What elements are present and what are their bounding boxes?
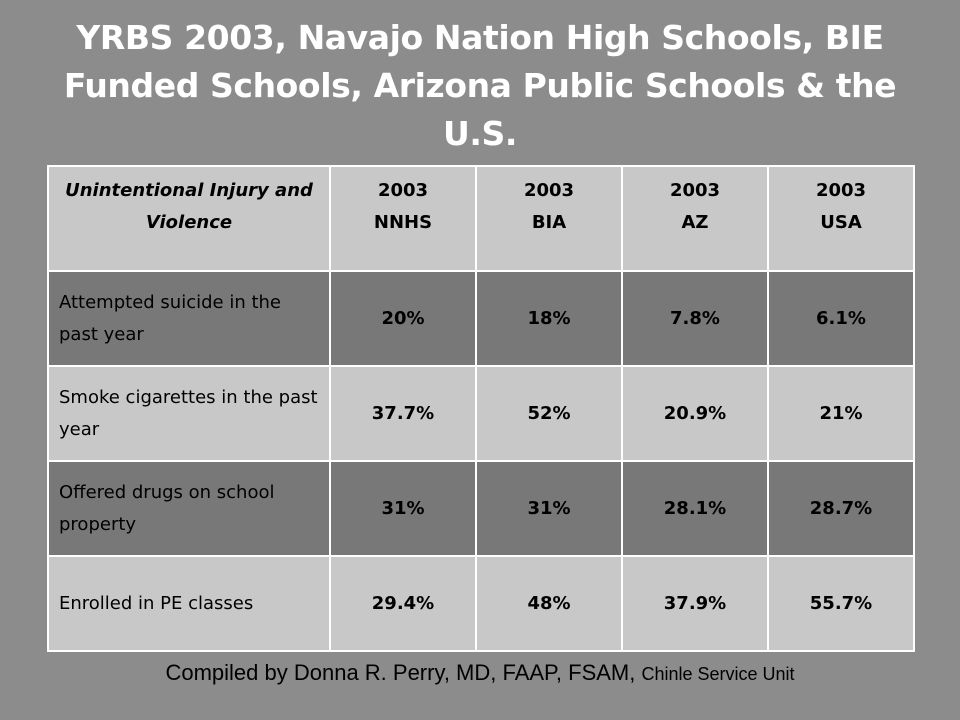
cell-value: 48% — [475, 555, 623, 652]
cell-value: 37.9% — [621, 555, 769, 652]
data-table-container: Unintentional Injury and Violence 2003 N… — [47, 165, 915, 652]
header-name: USA — [820, 212, 862, 233]
footer-author: Compiled by Donna R. Perry, MD, FAAP, FS… — [165, 660, 642, 685]
header-bia: 2003 BIA — [475, 165, 623, 272]
row-label: Attempted suicide in the past year — [47, 270, 331, 367]
footer-credit: Compiled by Donna R. Perry, MD, FAAP, FS… — [0, 660, 960, 686]
cell-value: 21% — [767, 365, 915, 462]
header-year: 2003 — [523, 180, 575, 201]
cell-value: 18% — [475, 270, 623, 367]
table-row: Attempted suicide in the past year 20% 1… — [47, 270, 915, 367]
header-name: AZ — [681, 212, 709, 233]
header-name: NNHS — [373, 212, 433, 233]
header-name: BIA — [531, 212, 567, 233]
cell-value: 6.1% — [767, 270, 915, 367]
header-year: 2003 — [377, 180, 429, 201]
table-row: Smoke cigarettes in the past year 37.7% … — [47, 365, 915, 462]
cell-value: 28.7% — [767, 460, 915, 557]
header-year: 2003 — [669, 180, 721, 201]
header-usa: 2003 USA — [767, 165, 915, 272]
header-nnhs: 2003 NNHS — [329, 165, 477, 272]
header-az: 2003 AZ — [621, 165, 769, 272]
cell-value: 7.8% — [621, 270, 769, 367]
row-label: Enrolled in PE classes — [47, 555, 331, 652]
row-label: Offered drugs on school property — [47, 460, 331, 557]
table-header-row: Unintentional Injury and Violence 2003 N… — [47, 165, 915, 272]
cell-value: 55.7% — [767, 555, 915, 652]
data-table: Unintentional Injury and Violence 2003 N… — [47, 165, 915, 652]
table-row: Offered drugs on school property 31% 31%… — [47, 460, 915, 557]
table-row: Enrolled in PE classes 29.4% 48% 37.9% 5… — [47, 555, 915, 652]
row-label: Smoke cigarettes in the past year — [47, 365, 331, 462]
cell-value: 31% — [475, 460, 623, 557]
cell-value: 20% — [329, 270, 477, 367]
footer-unit: Chinle Service Unit — [641, 664, 795, 684]
header-category: Unintentional Injury and Violence — [47, 165, 331, 272]
cell-value: 20.9% — [621, 365, 769, 462]
cell-value: 29.4% — [329, 555, 477, 652]
cell-value: 37.7% — [329, 365, 477, 462]
page-title: YRBS 2003, Navajo Nation High Schools, B… — [63, 18, 897, 153]
cell-value: 28.1% — [621, 460, 769, 557]
header-year: 2003 — [815, 180, 867, 201]
cell-value: 52% — [475, 365, 623, 462]
cell-value: 31% — [329, 460, 477, 557]
